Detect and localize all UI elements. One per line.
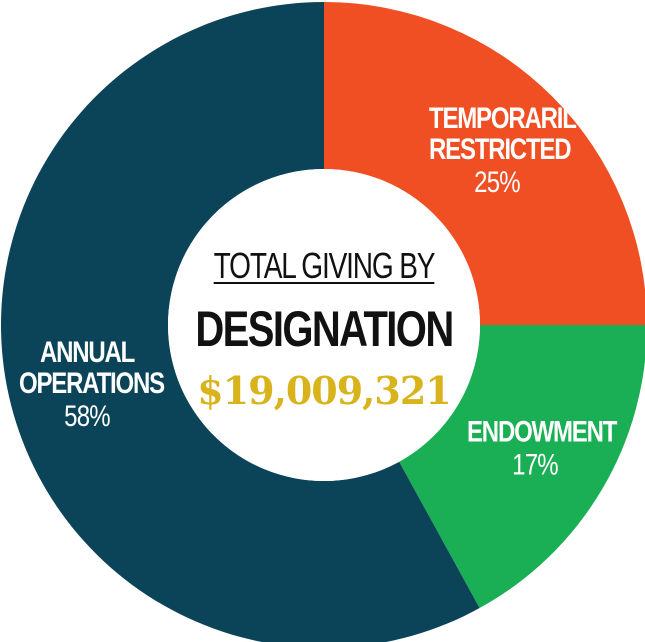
value-label: 25% xyxy=(474,165,521,199)
chart-title: TOTAL GIVING BY xyxy=(213,245,436,286)
value-label: 17% xyxy=(512,448,558,482)
category-label: ANNUAL OPERATIONS xyxy=(18,335,165,400)
slice-label: ENDOWMENT 17% xyxy=(450,416,620,483)
donut-slice xyxy=(1,2,480,642)
category-label: TEMPORARILY RESTRICTED xyxy=(429,101,589,166)
total-amount: $19,009,321 xyxy=(197,368,451,413)
donut-slice xyxy=(324,2,645,325)
chart-subtitle: DESIGNATION xyxy=(195,301,454,357)
slice-label: TEMPORARILY RESTRICTED 25% xyxy=(412,101,589,201)
slice-label: ANNUAL OPERATIONS 58% xyxy=(2,337,172,435)
value-label: 58% xyxy=(63,399,110,433)
donut-slice xyxy=(399,325,645,609)
donut-hole xyxy=(168,169,480,481)
category-label: ENDOWMENT xyxy=(466,415,617,449)
